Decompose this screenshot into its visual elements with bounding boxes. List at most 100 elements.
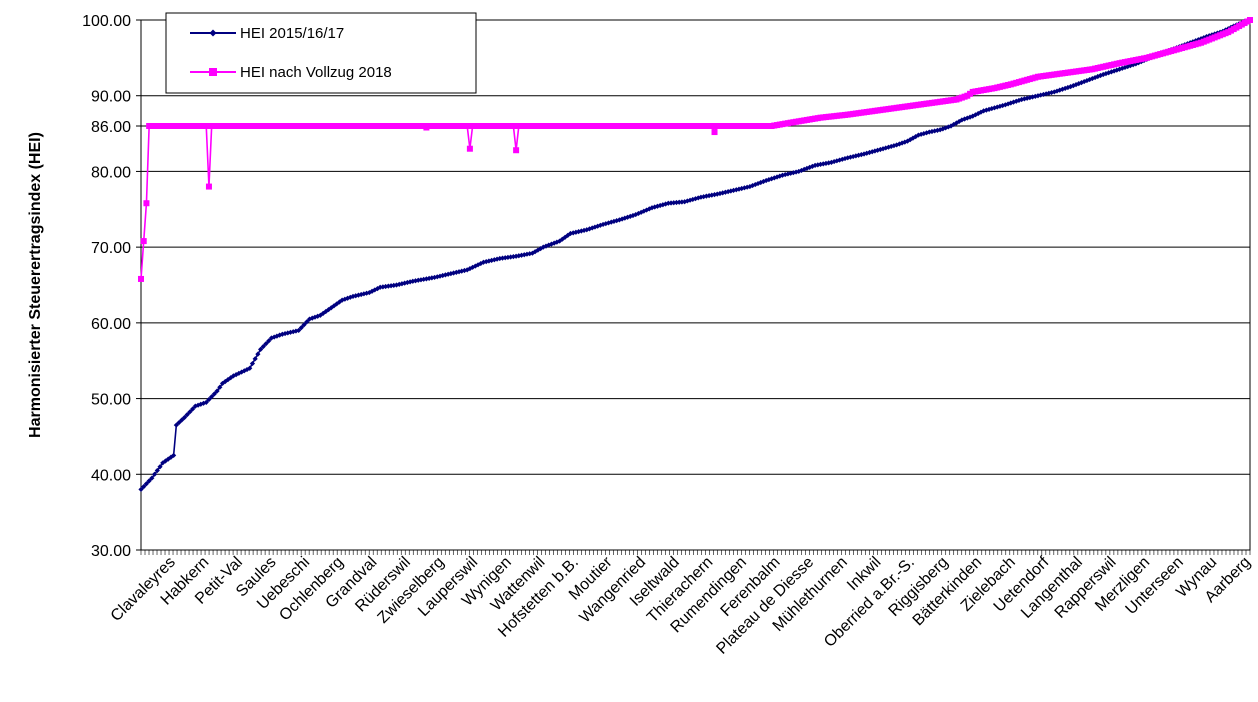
data-point [141, 483, 147, 490]
data-point [605, 220, 612, 226]
data-point [747, 183, 753, 190]
data-point [331, 303, 337, 309]
data-point [176, 419, 182, 426]
data-point [225, 377, 231, 383]
data-point [744, 184, 750, 190]
series-group [138, 17, 1253, 493]
data-point [728, 188, 734, 194]
data-point [1076, 81, 1082, 87]
data-point [203, 123, 210, 129]
data-point [499, 255, 506, 261]
data-point [521, 252, 527, 258]
data-point [434, 274, 440, 280]
data-point [369, 288, 375, 294]
y-tick-label: 60.00 [91, 316, 131, 333]
data-point [951, 121, 957, 128]
data-point [614, 218, 620, 224]
data-point [165, 456, 171, 462]
data-point [671, 200, 677, 206]
data-point [385, 283, 391, 289]
y-tick-label: 100.00 [82, 13, 131, 30]
data-point [532, 249, 538, 255]
data-point [1103, 71, 1109, 77]
data-point [230, 373, 237, 379]
data-point [589, 225, 595, 231]
data-point [209, 394, 215, 400]
data-point [396, 281, 402, 287]
data-point [510, 123, 517, 129]
data-point [334, 301, 340, 307]
data-point [187, 409, 193, 415]
data-point [442, 272, 449, 278]
data-point [820, 161, 826, 167]
data-point [255, 351, 261, 357]
data-point [1247, 17, 1253, 23]
data-point [1013, 98, 1019, 104]
data-point [513, 147, 520, 154]
data-point [546, 242, 552, 248]
data-point [956, 118, 962, 125]
data-point [809, 163, 815, 169]
data-point [978, 109, 984, 115]
data-point [600, 221, 606, 228]
data-point [1119, 65, 1125, 71]
data-point [1092, 74, 1098, 81]
data-point [595, 223, 601, 229]
data-point [211, 391, 217, 397]
data-point [151, 471, 158, 477]
data-point [880, 146, 886, 152]
data-point [1051, 89, 1057, 95]
data-point [736, 186, 742, 192]
data-point [711, 129, 718, 136]
data-point [529, 250, 536, 256]
data-point [143, 481, 150, 487]
data-point [140, 238, 147, 245]
data-point [402, 280, 408, 286]
data-point [1010, 99, 1017, 105]
data-point [684, 198, 690, 204]
data-point [459, 268, 465, 274]
data-point [184, 412, 190, 418]
data-point [679, 199, 685, 205]
data-point [361, 291, 367, 297]
data-point [660, 202, 666, 208]
data-point [437, 273, 443, 279]
data-point [1048, 89, 1055, 96]
data-point [179, 417, 185, 423]
data-point [807, 164, 813, 170]
data-point [236, 370, 242, 376]
data-point [467, 265, 473, 272]
data-point [315, 313, 321, 319]
data-point [603, 221, 609, 227]
legend-label-hei-2018: HEI nach Vollzug 2018 [240, 64, 392, 81]
data-point [597, 222, 603, 228]
data-point [1046, 90, 1052, 96]
data-point [975, 110, 981, 117]
series-hei-nach-vollzug-2018 [138, 17, 1253, 282]
data-point [815, 162, 821, 168]
data-point [206, 396, 212, 403]
legend-marker-square [209, 68, 217, 76]
y-tick-label: 70.00 [91, 240, 131, 257]
data-point [682, 199, 688, 205]
data-point [320, 310, 326, 316]
data-point [195, 402, 201, 408]
data-point [823, 160, 829, 166]
data-point [181, 414, 188, 421]
data-point [372, 287, 378, 293]
data-point [945, 124, 951, 130]
data-point [891, 143, 897, 149]
y-tick-label: 40.00 [91, 467, 131, 484]
data-point [391, 282, 397, 288]
data-point [1097, 72, 1104, 79]
data-point [266, 338, 272, 344]
data-point [1125, 63, 1131, 70]
data-point [287, 329, 294, 335]
data-point [217, 384, 223, 390]
series-hei-2015-16-17 [138, 17, 1253, 493]
plot-area [140, 19, 1251, 551]
data-point [741, 185, 748, 191]
data-point [953, 120, 960, 126]
data-point [149, 475, 155, 481]
data-point [1114, 67, 1120, 73]
